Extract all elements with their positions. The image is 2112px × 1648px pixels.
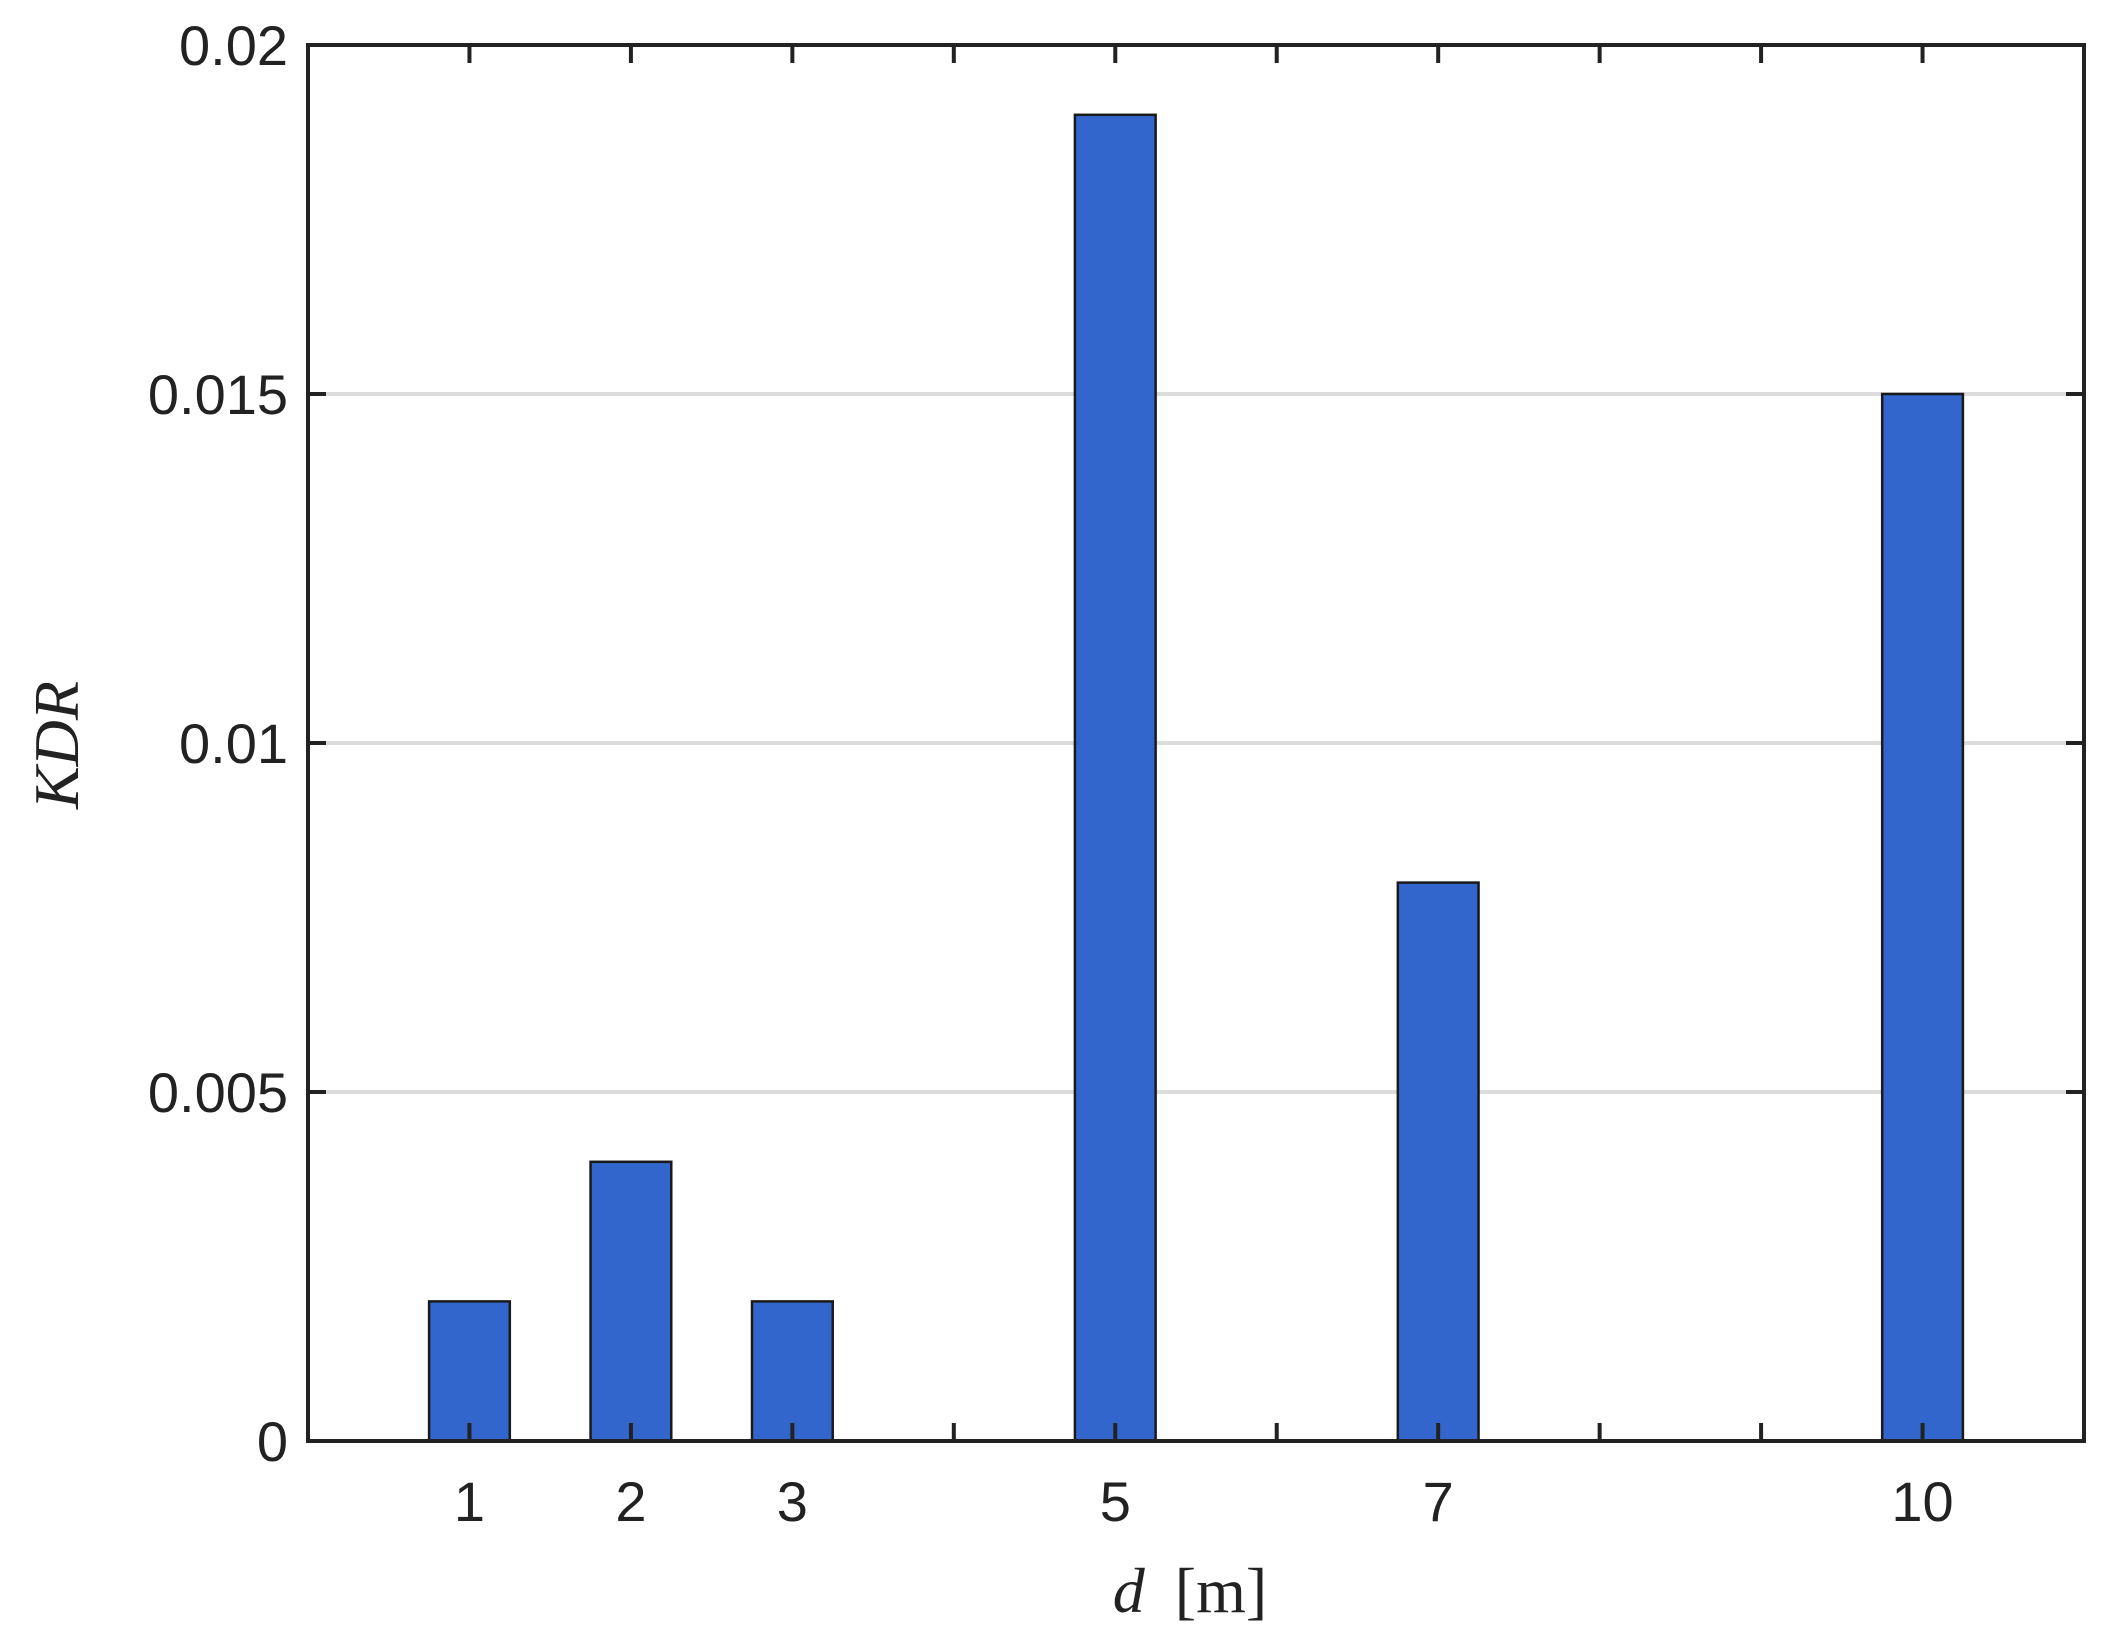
bar	[1880, 392, 1965, 1443]
y-tick-label: 0	[257, 1410, 288, 1473]
bar	[750, 1300, 834, 1443]
y-tick-label: 0.015	[148, 363, 288, 426]
axes	[306, 43, 2086, 1443]
x-tick-label: 2	[615, 1470, 646, 1533]
y-tick-label: 0.005	[148, 1061, 288, 1124]
bar	[1396, 881, 1480, 1443]
x-tick-label: 3	[777, 1470, 808, 1533]
grid-lines	[308, 392, 2084, 1094]
y-axis-label: KDR	[21, 681, 92, 810]
y-tick-label: 0.02	[179, 14, 288, 77]
tick-labels: 0 0.005 0.01 0.015 0.02 1 2 3 5 7 10	[148, 14, 1954, 1533]
x-tick-label: 1	[454, 1470, 485, 1533]
y-tick-label: 0.01	[179, 712, 288, 775]
bars	[427, 113, 1965, 1443]
x-axis-unit: [m]	[1175, 1555, 1267, 1626]
bar	[427, 1300, 512, 1443]
bar	[589, 1160, 673, 1443]
x-axis-variable: d	[1113, 1555, 1146, 1626]
x-axis-label: d [m]	[1113, 1555, 1267, 1626]
bar	[1073, 113, 1157, 1443]
x-tick-label: 10	[1891, 1470, 1953, 1533]
x-tick-label: 5	[1100, 1470, 1131, 1533]
x-tick-label: 7	[1423, 1470, 1454, 1533]
